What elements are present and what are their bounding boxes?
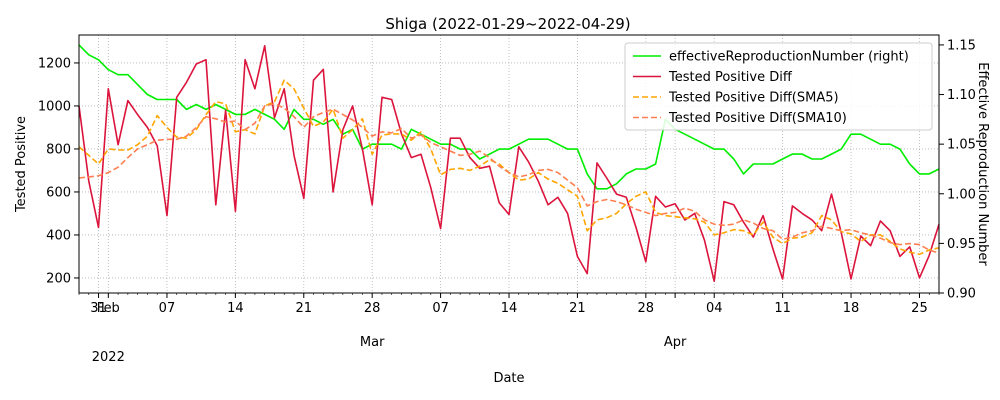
- series-line-1: [78, 44, 940, 283]
- series-line-3: [78, 103, 940, 254]
- legend-label: Tested Positive Diff(SMA5): [668, 91, 839, 106]
- legend-label: effectiveReproductionNumber (right): [669, 50, 909, 65]
- legend-label: Tested Positive Diff(SMA10): [668, 111, 847, 126]
- x-year-label: 2022: [92, 350, 125, 365]
- x-tick-label: 25: [911, 301, 928, 316]
- x-tick-label: 14: [227, 301, 244, 316]
- x-tick-label: 21: [295, 301, 312, 316]
- series-layer: [78, 44, 940, 283]
- x-tick-label: 28: [638, 301, 655, 316]
- chart-title: Shiga (2022-01-29~2022-04-29): [385, 15, 630, 33]
- x-tick-label: 07: [159, 301, 176, 316]
- y2-tick-label: 0.95: [947, 237, 976, 252]
- x-tick-label: 11: [774, 301, 791, 316]
- x-axis-label: Date: [493, 371, 524, 386]
- y-axis-left: 200 400 600 800 1000 1200: [38, 56, 79, 286]
- y-tick-label: 800: [46, 142, 71, 157]
- y2-tick-label: 1.15: [947, 38, 976, 53]
- y-tick-label: 600: [46, 185, 71, 200]
- y-tick-label: 1000: [38, 99, 71, 114]
- series-line-0: [78, 44, 940, 190]
- x-tick-label: 07: [432, 301, 449, 316]
- legend-box: [624, 42, 933, 131]
- y-tick-label: 400: [46, 228, 71, 243]
- legend: effectiveReproductionNumber (right) Teste…: [624, 42, 933, 131]
- x-month-label: Apr: [664, 335, 687, 350]
- x-tick-label: 04: [706, 301, 723, 316]
- y2-tick-label: 1.10: [947, 88, 976, 103]
- x-tick-label: 14: [501, 301, 518, 316]
- y2-tick-label: 1.00: [947, 187, 976, 202]
- y-axis-right: 0.90 0.95 1.00 1.05 1.10 1.15: [939, 38, 976, 302]
- x-tick-label: 18: [843, 301, 860, 316]
- x-tick-label: 21: [569, 301, 586, 316]
- legend-label: Tested Positive Diff: [668, 70, 793, 85]
- x-month-label: Mar: [360, 335, 385, 350]
- y2-axis-label: Effective Reproduction Number: [975, 62, 990, 266]
- y-tick-label: 200: [46, 271, 71, 286]
- x-tick-label: Feb: [97, 301, 120, 316]
- x-tick-label: 31: [90, 301, 107, 316]
- y-axis-label: Tested Positive: [14, 116, 29, 213]
- y2-tick-label: 1.05: [947, 138, 976, 153]
- y-tick-label: 1200: [38, 56, 71, 71]
- x-tick-label: 28: [364, 301, 381, 316]
- y2-tick-label: 0.90: [947, 287, 976, 302]
